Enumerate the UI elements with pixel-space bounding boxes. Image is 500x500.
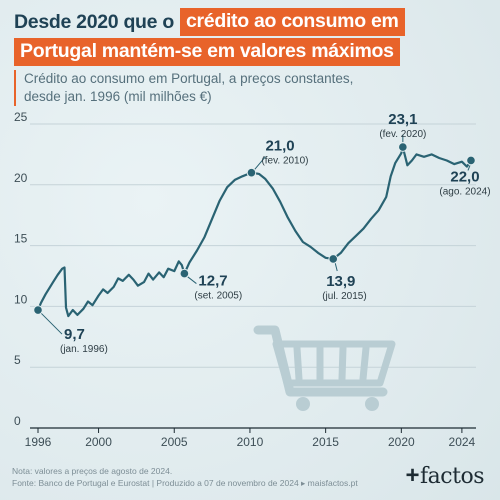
series-line [36, 146, 473, 318]
annotation-date: (jul. 2015) [322, 291, 366, 302]
chart-subtitle: Crédito ao consumo em Portugal, a preços… [14, 70, 384, 106]
title-line-1: Desde 2020 que o crédito ao consumo em [14, 8, 405, 36]
y-tick-label: 10 [14, 292, 28, 306]
annotation-value: 12,7 [198, 273, 227, 290]
x-tick-label: 2010 [237, 435, 264, 449]
annotation-date: (jan. 1996) [60, 344, 108, 355]
annotation-leader [254, 156, 266, 170]
annotation-value: 23,1 [388, 111, 417, 128]
annotation-value: 21,0 [265, 138, 294, 155]
annotation-leader [40, 312, 63, 335]
chart-title: Desde 2020 que o crédito ao consumo em P… [14, 8, 405, 68]
grid [30, 123, 476, 429]
title-highlight-2: Portugal mantém-se em valores máximos [14, 38, 400, 66]
axes: 0 5 10 15 20 25 1996 2000 2005 2010 2015 2020 2024 [14, 110, 476, 449]
annotation-point [246, 167, 257, 178]
note-line: Nota: valores a preços de agosto de 2024… [12, 466, 173, 476]
annotation-point [328, 254, 339, 264]
x-tick-label: 2015 [312, 435, 339, 449]
annotations: 9,7(jan. 1996)12,7(set. 2005)21,0(fev. 2… [33, 111, 491, 355]
title-highlight-1: crédito ao consumo em [179, 8, 405, 36]
annotation-date: (ago. 2024) [439, 186, 490, 197]
y-tick-label: 25 [14, 110, 28, 124]
x-tick-label: 2000 [85, 435, 112, 449]
y-tick-label: 20 [14, 171, 28, 185]
x-tick-label: 2020 [388, 435, 415, 449]
y-tick-label: 15 [14, 232, 28, 246]
y-tick-label: 0 [14, 414, 21, 428]
annotation-point [398, 142, 408, 152]
footnote: Nota: valores a preços de agosto de 2024… [12, 466, 392, 489]
x-tick-label: 1996 [25, 435, 52, 449]
source-line: Fonte: Banco de Portugal e Eurostat | Pr… [12, 477, 358, 488]
logo-word: factos [420, 464, 484, 489]
y-tick-label: 5 [14, 353, 21, 367]
annotation-date: (fev. 2020) [379, 129, 426, 140]
annotation-point [466, 155, 476, 166]
logo-plus: + [405, 462, 420, 489]
annotation-value: 13,9 [326, 273, 355, 290]
shopping-cart-icon [253, 325, 396, 411]
annotation-value: 9,7 [64, 326, 85, 343]
annotation-point [33, 305, 43, 315]
annotation-point [179, 268, 190, 279]
x-tick-label: 2024 [449, 435, 476, 449]
x-tick-label: 2005 [161, 435, 188, 449]
annotation-value: 22,0 [450, 168, 479, 185]
title-plain: Desde 2020 que o [14, 10, 174, 33]
annotation-date: (set. 2005) [194, 291, 242, 302]
annotation-date: (fev. 2010) [261, 156, 308, 167]
title-line-2: Portugal mantém-se em valores máximos [14, 38, 405, 66]
annotation-leader [334, 262, 338, 272]
factos-logo: +factos [405, 462, 485, 490]
annotation-leader [467, 165, 471, 171]
annotation-leader [187, 276, 197, 284]
